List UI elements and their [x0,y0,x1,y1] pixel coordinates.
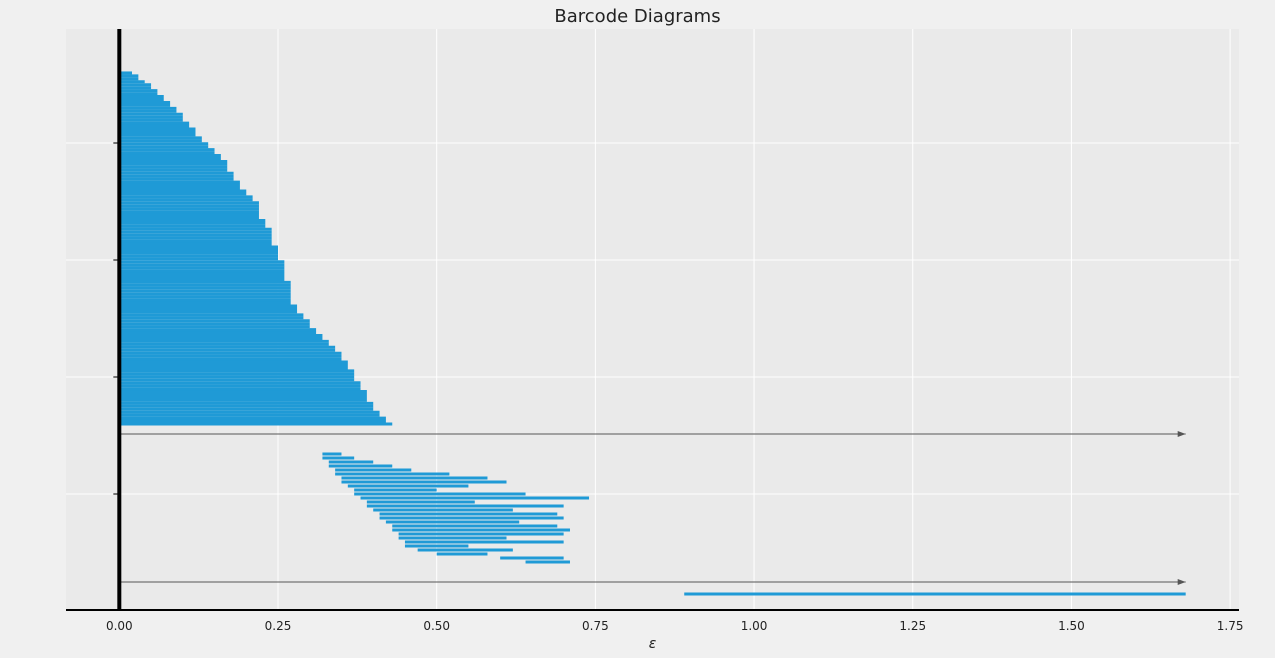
x-tick-label: 0.50 [423,619,450,633]
x-tick-label: 1.00 [741,619,768,633]
x-tick-label: 1.75 [1217,619,1244,633]
barcode-svg [66,29,1239,611]
plot-area [66,29,1239,611]
separator-arrow-icon [1178,431,1186,437]
chart-title: Barcode Diagrams [0,6,1275,27]
x-tick-label: 0.00 [106,619,133,633]
x-tick-label: 1.25 [899,619,926,633]
x-axis-label: ε [66,636,1239,652]
page: Barcode Diagrams ε 0.00 0.25 0.50 0.75 1.00 1… [0,0,1275,658]
x-tick-label: 0.75 [582,619,609,633]
x-tick-label: 1.50 [1058,619,1085,633]
separator-arrow-icon [1178,579,1186,585]
x-tick-label: 0.25 [265,619,292,633]
